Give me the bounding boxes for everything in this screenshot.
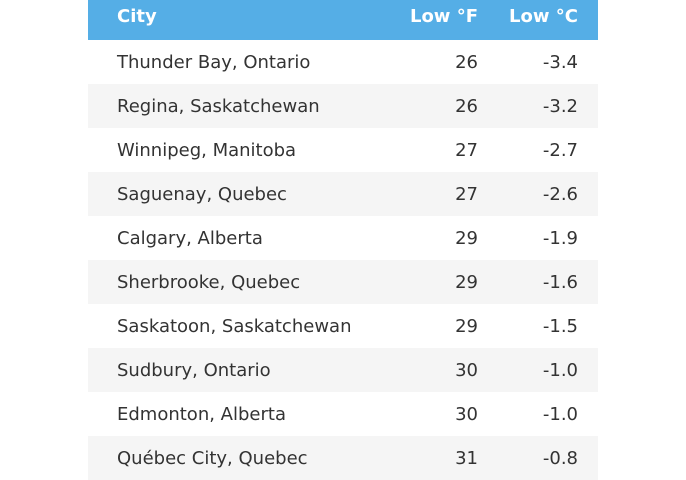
table-header: City Low °F Low °C [88,0,598,40]
table-cell: Calgary, Alberta [117,227,263,249]
table-cell: Saguenay, Quebec [117,183,287,205]
table-row: Calgary, Alberta 29 -1.9 [88,216,598,260]
table-cell: Edmonton, Alberta [117,403,286,425]
table-cell: Thunder Bay, Ontario [117,51,311,73]
table-cell: Saskatoon, Saskatchewan [117,315,352,337]
table: City Low °F Low °C Thunder Bay, Ontario 2… [88,0,598,480]
table-cell: -1.0 [542,359,578,381]
header-cell: Low °C [509,6,578,27]
table-cell: -2.6 [542,183,578,205]
table-row: Saguenay, Quebec 27 -2.6 [88,172,598,216]
table-row: Regina, Saskatchewan 26 -3.2 [88,84,598,128]
table-cell: Winnipeg, Manitoba [117,139,297,161]
table-cell: Regina, Saskatchewan [117,95,320,117]
table-cell: -1.6 [542,271,578,293]
table-cell: 29 [455,315,478,337]
table-cell: -1.5 [542,315,578,337]
table-cell: 30 [455,359,478,381]
table-cell: 26 [455,51,478,73]
table-cell: Québec City, Quebec [117,447,308,469]
table-cell: -0.8 [542,447,578,469]
table-cell: 29 [455,227,478,249]
table-row: Thunder Bay, Ontario 26 -3.4 [88,40,598,84]
header-cell: City [117,6,157,27]
table-row: Saskatoon, Saskatchewan 29 -1.5 [88,304,598,348]
header-cell: Low °F [409,6,478,27]
table-cell: Sherbrooke, Quebec [117,271,301,293]
table-row: Sherbrooke, Quebec 29 -1.6 [88,260,598,304]
table-cell: 29 [455,271,478,293]
table-cell: 31 [455,447,478,469]
table-cell: -1.9 [542,227,578,249]
table-cell: -2.7 [542,139,578,161]
table-row: Sudbury, Ontario 30 -1.0 [88,348,598,392]
table-cell: -1.0 [542,403,578,425]
table-cell: 27 [455,139,478,161]
table-cell: -3.2 [542,95,578,117]
table-row: Edmonton, Alberta 30 -1.0 [88,392,598,436]
table-row: Winnipeg, Manitoba 27 -2.7 [88,128,598,172]
table-cell: 27 [455,183,478,205]
table-cell: 30 [455,403,478,425]
table-cell: -3.4 [542,51,578,73]
table-cell: Sudbury, Ontario [117,359,271,381]
table-cell: 26 [455,95,478,117]
table-row: Québec City, Quebec 31 -0.8 [88,436,598,480]
